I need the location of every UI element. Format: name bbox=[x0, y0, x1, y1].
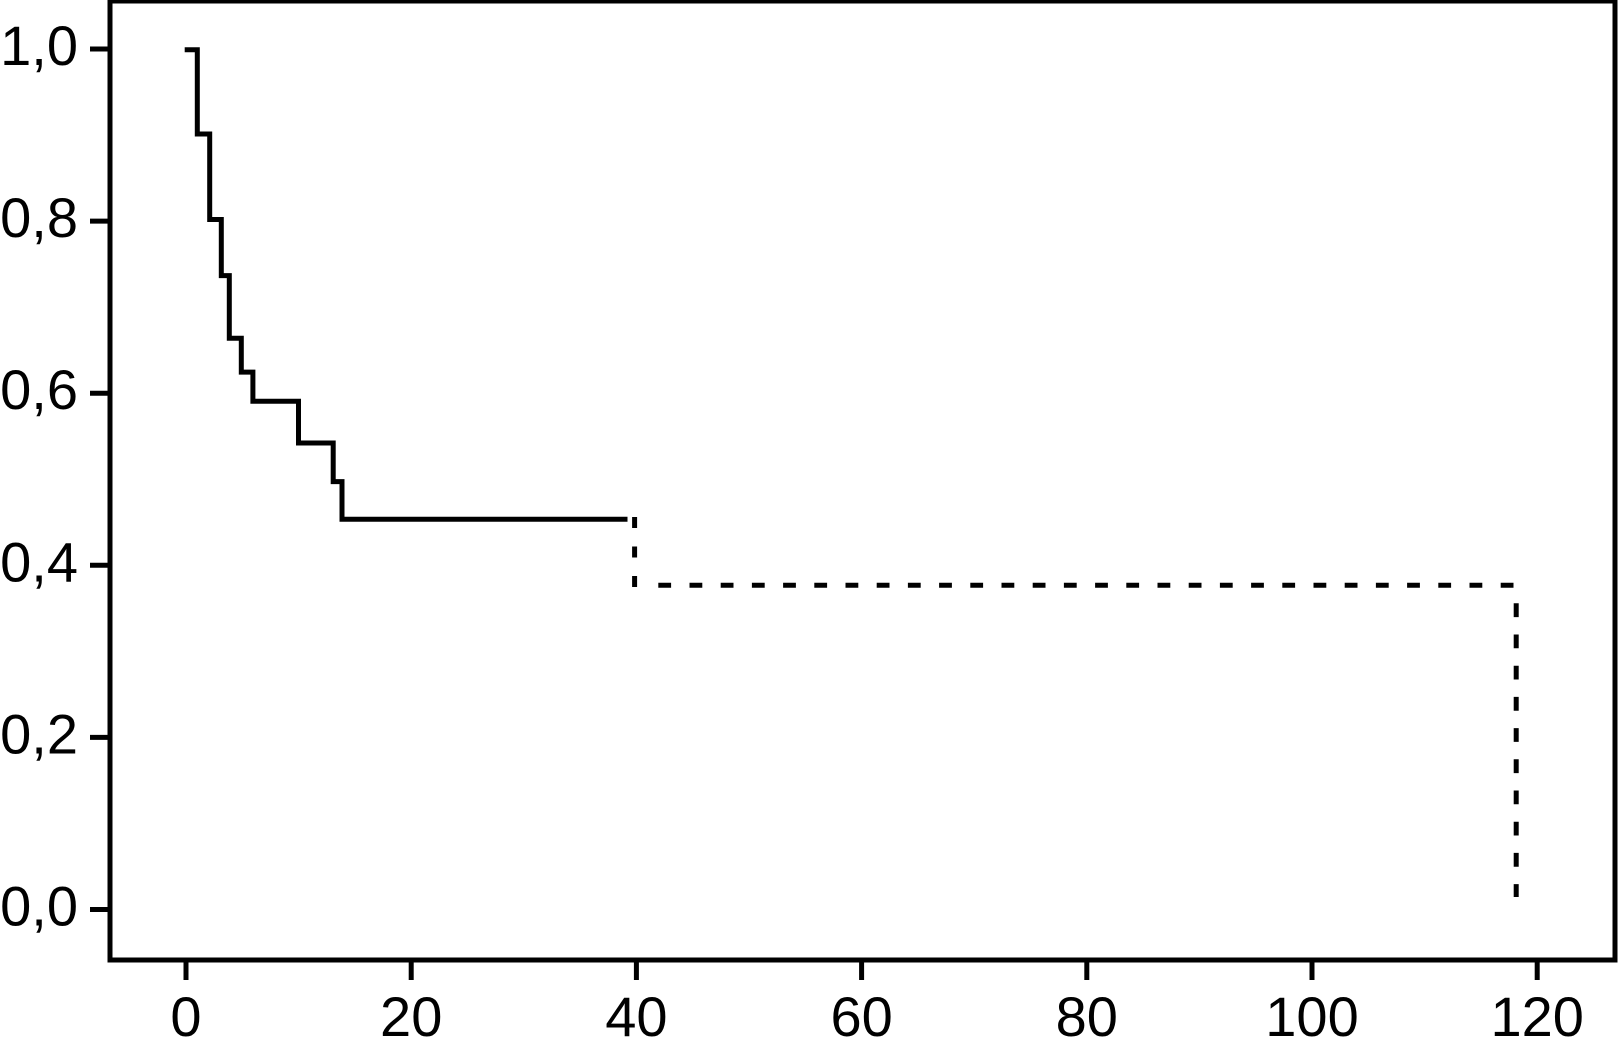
svg-text:0,0: 0,0 bbox=[0, 875, 78, 938]
svg-text:120: 120 bbox=[1490, 985, 1583, 1048]
svg-text:0: 0 bbox=[170, 985, 201, 1048]
svg-text:60: 60 bbox=[830, 985, 892, 1048]
svg-text:0,6: 0,6 bbox=[0, 358, 78, 421]
svg-text:0,8: 0,8 bbox=[0, 186, 78, 249]
svg-text:80: 80 bbox=[1056, 985, 1118, 1048]
svg-text:40: 40 bbox=[605, 985, 667, 1048]
svg-text:0,4: 0,4 bbox=[0, 530, 78, 593]
svg-text:1,0: 1,0 bbox=[0, 14, 78, 77]
svg-text:100: 100 bbox=[1265, 985, 1358, 1048]
svg-text:0,2: 0,2 bbox=[0, 702, 78, 765]
svg-text:20: 20 bbox=[380, 985, 442, 1048]
